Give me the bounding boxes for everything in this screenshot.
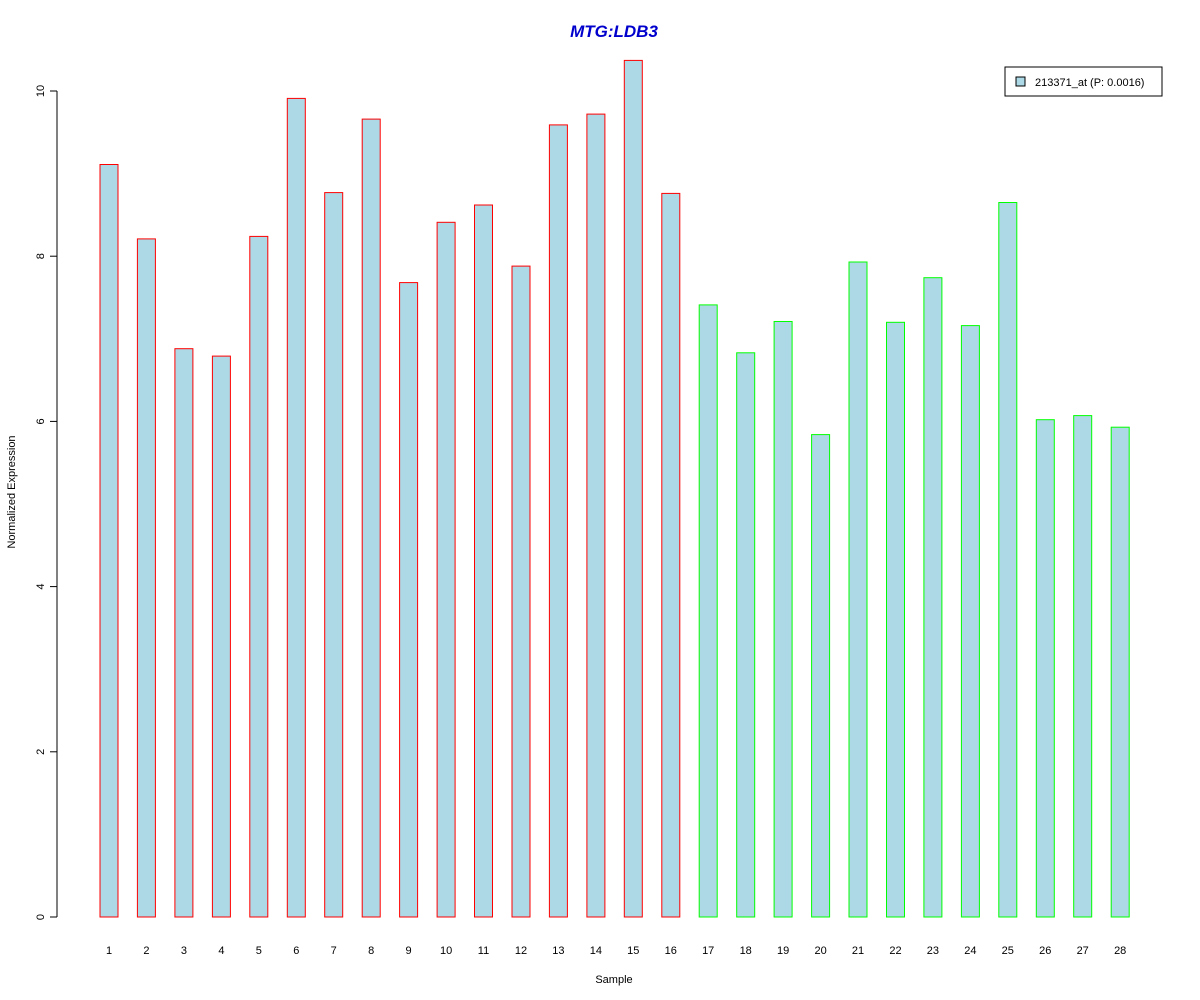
bar-sample-5 [249, 235, 269, 918]
y-tick-label: 4 [35, 584, 47, 590]
bar-sample-6 [286, 97, 306, 918]
x-tick-label: 18 [740, 945, 752, 957]
x-tick-label: 23 [927, 945, 939, 957]
bar-sample-12 [511, 265, 531, 918]
bar-sample-22 [886, 321, 905, 918]
bar-sample-18 [736, 352, 756, 918]
legend-swatch [1015, 76, 1026, 87]
x-tick-label: 14 [590, 945, 602, 957]
x-tick-label: 5 [256, 945, 262, 957]
x-tick-label: 9 [406, 945, 412, 957]
bar-sample-10 [436, 221, 456, 918]
bar-sample-14 [586, 113, 606, 918]
x-tick-label: 26 [1039, 945, 1051, 957]
x-tick-label: 8 [368, 945, 374, 957]
x-axis-tick-labels: 1 2 3 4 5 6 7 8 9 10 11 12 13 14 15 16 17 18 19 20 21 22 23 24 2… [106, 945, 1126, 957]
y-axis: 0 2 4 6 8 10 [35, 85, 58, 920]
x-tick-label: 3 [181, 945, 187, 957]
x-axis-label: Sample [595, 974, 632, 986]
legend: 213371_at (P: 0.0016) [1004, 66, 1163, 97]
bar-sample-4 [211, 355, 231, 918]
x-tick-label: 21 [852, 945, 864, 957]
bar-sample-28 [1110, 426, 1130, 918]
bar-sample-13 [548, 124, 568, 918]
bar-sample-26 [1035, 419, 1055, 918]
bar-sample-24 [960, 325, 980, 918]
bar-sample-17 [698, 304, 718, 918]
y-tick-label: 8 [35, 253, 47, 259]
x-tick-label: 22 [889, 945, 901, 957]
bar-sample-16 [661, 192, 681, 918]
x-tick-label: 11 [478, 945, 489, 957]
x-tick-label: 12 [515, 945, 527, 957]
legend-box [1004, 66, 1163, 97]
bar-sample-27 [1073, 415, 1093, 918]
x-tick-label: 28 [1114, 945, 1126, 957]
x-tick-label: 20 [814, 945, 826, 957]
bar-sample-3 [174, 348, 194, 918]
x-tick-label: 15 [627, 945, 639, 957]
x-tick-label: 13 [552, 945, 564, 957]
y-tick-label: 2 [35, 749, 47, 755]
bar-sample-19 [773, 321, 793, 918]
y-tick-label: 6 [35, 418, 47, 424]
x-tick-label: 10 [440, 945, 452, 957]
bar-sample-15 [623, 59, 643, 918]
bar-sample-20 [811, 434, 831, 918]
bar-sample-23 [923, 277, 943, 918]
x-tick-label: 27 [1077, 945, 1089, 957]
x-tick-label: 25 [1002, 945, 1014, 957]
bar-sample-25 [998, 202, 1018, 918]
bar-sample-9 [399, 282, 419, 918]
x-tick-label: 6 [293, 945, 299, 957]
y-axis-label: Normalized Expression [6, 435, 18, 548]
bar-sample-2 [136, 238, 156, 918]
legend-label: 213371_at (P: 0.0016) [1035, 77, 1144, 89]
x-tick-label: 17 [702, 945, 714, 957]
bar-sample-8 [361, 118, 381, 918]
x-tick-label: 1 [106, 945, 112, 957]
bar-sample-11 [474, 204, 493, 918]
bar-sample-1 [99, 164, 119, 918]
bars [99, 59, 1130, 918]
x-tick-label: 19 [777, 945, 789, 957]
y-tick-label: 10 [35, 85, 47, 97]
x-tick-label: 24 [964, 945, 976, 957]
x-tick-label: 2 [143, 945, 149, 957]
bar-sample-7 [324, 192, 344, 918]
x-tick-label: 16 [665, 945, 677, 957]
y-tick-label: 0 [35, 914, 47, 920]
bar-sample-21 [848, 261, 868, 918]
x-tick-label: 4 [218, 945, 224, 957]
x-tick-label: 7 [331, 945, 337, 957]
chart-title: MTG:LDB3 [570, 22, 658, 41]
